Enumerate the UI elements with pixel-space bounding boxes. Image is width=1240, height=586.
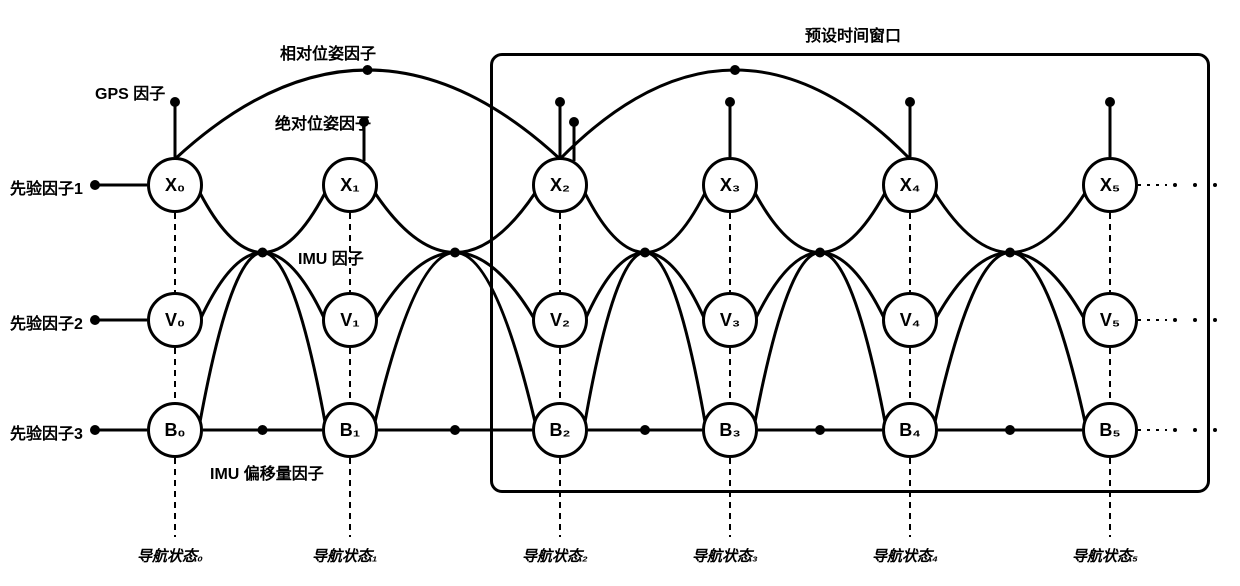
node-B1: B₁ (322, 402, 378, 458)
nav-state-label-2: 导航状态₂ (522, 545, 588, 566)
node-B2: B₂ (532, 402, 588, 458)
label-window-title: 预设时间窗口 (805, 22, 901, 46)
node-X3: X₃ (702, 157, 758, 213)
node-V3: V₃ (702, 292, 758, 348)
label-prior-factor-2: 先验因子2 (10, 310, 83, 334)
node-X4: X₄ (882, 157, 938, 213)
node-B5: B₅ (1082, 402, 1138, 458)
node-V5: V₅ (1082, 292, 1138, 348)
node-V1: V₁ (322, 292, 378, 348)
node-X1: X₁ (322, 157, 378, 213)
label-imu-factor: IMU 因子 (298, 245, 364, 269)
nav-state-label-1: 导航状态₁ (312, 545, 377, 566)
label-prior-factor-1: 先验因子1 (10, 175, 83, 199)
node-B0: B₀ (147, 402, 203, 458)
node-V2: V₂ (532, 292, 588, 348)
nav-state-label-5: 导航状态₅ (1072, 545, 1138, 566)
node-V0: V₀ (147, 292, 203, 348)
label-imu-bias-factor: IMU 偏移量因子 (210, 460, 324, 484)
nav-state-label-0: 导航状态₀ (137, 545, 203, 566)
nav-state-label-3: 导航状态₃ (692, 545, 758, 566)
node-X2: X₂ (532, 157, 588, 213)
node-B4: B₄ (882, 402, 938, 458)
label-gps-factor: GPS 因子 (95, 80, 165, 104)
nav-state-label-4: 导航状态₄ (872, 545, 938, 566)
node-X5: X₅ (1082, 157, 1138, 213)
node-X0: X₀ (147, 157, 203, 213)
label-prior-factor-3: 先验因子3 (10, 420, 83, 444)
node-V4: V₄ (882, 292, 938, 348)
node-B3: B₃ (702, 402, 758, 458)
label-relative-pose-factor: 相对位姿因子 (280, 40, 376, 64)
label-absolute-pose-factor: 绝对位姿因子 (275, 110, 371, 134)
